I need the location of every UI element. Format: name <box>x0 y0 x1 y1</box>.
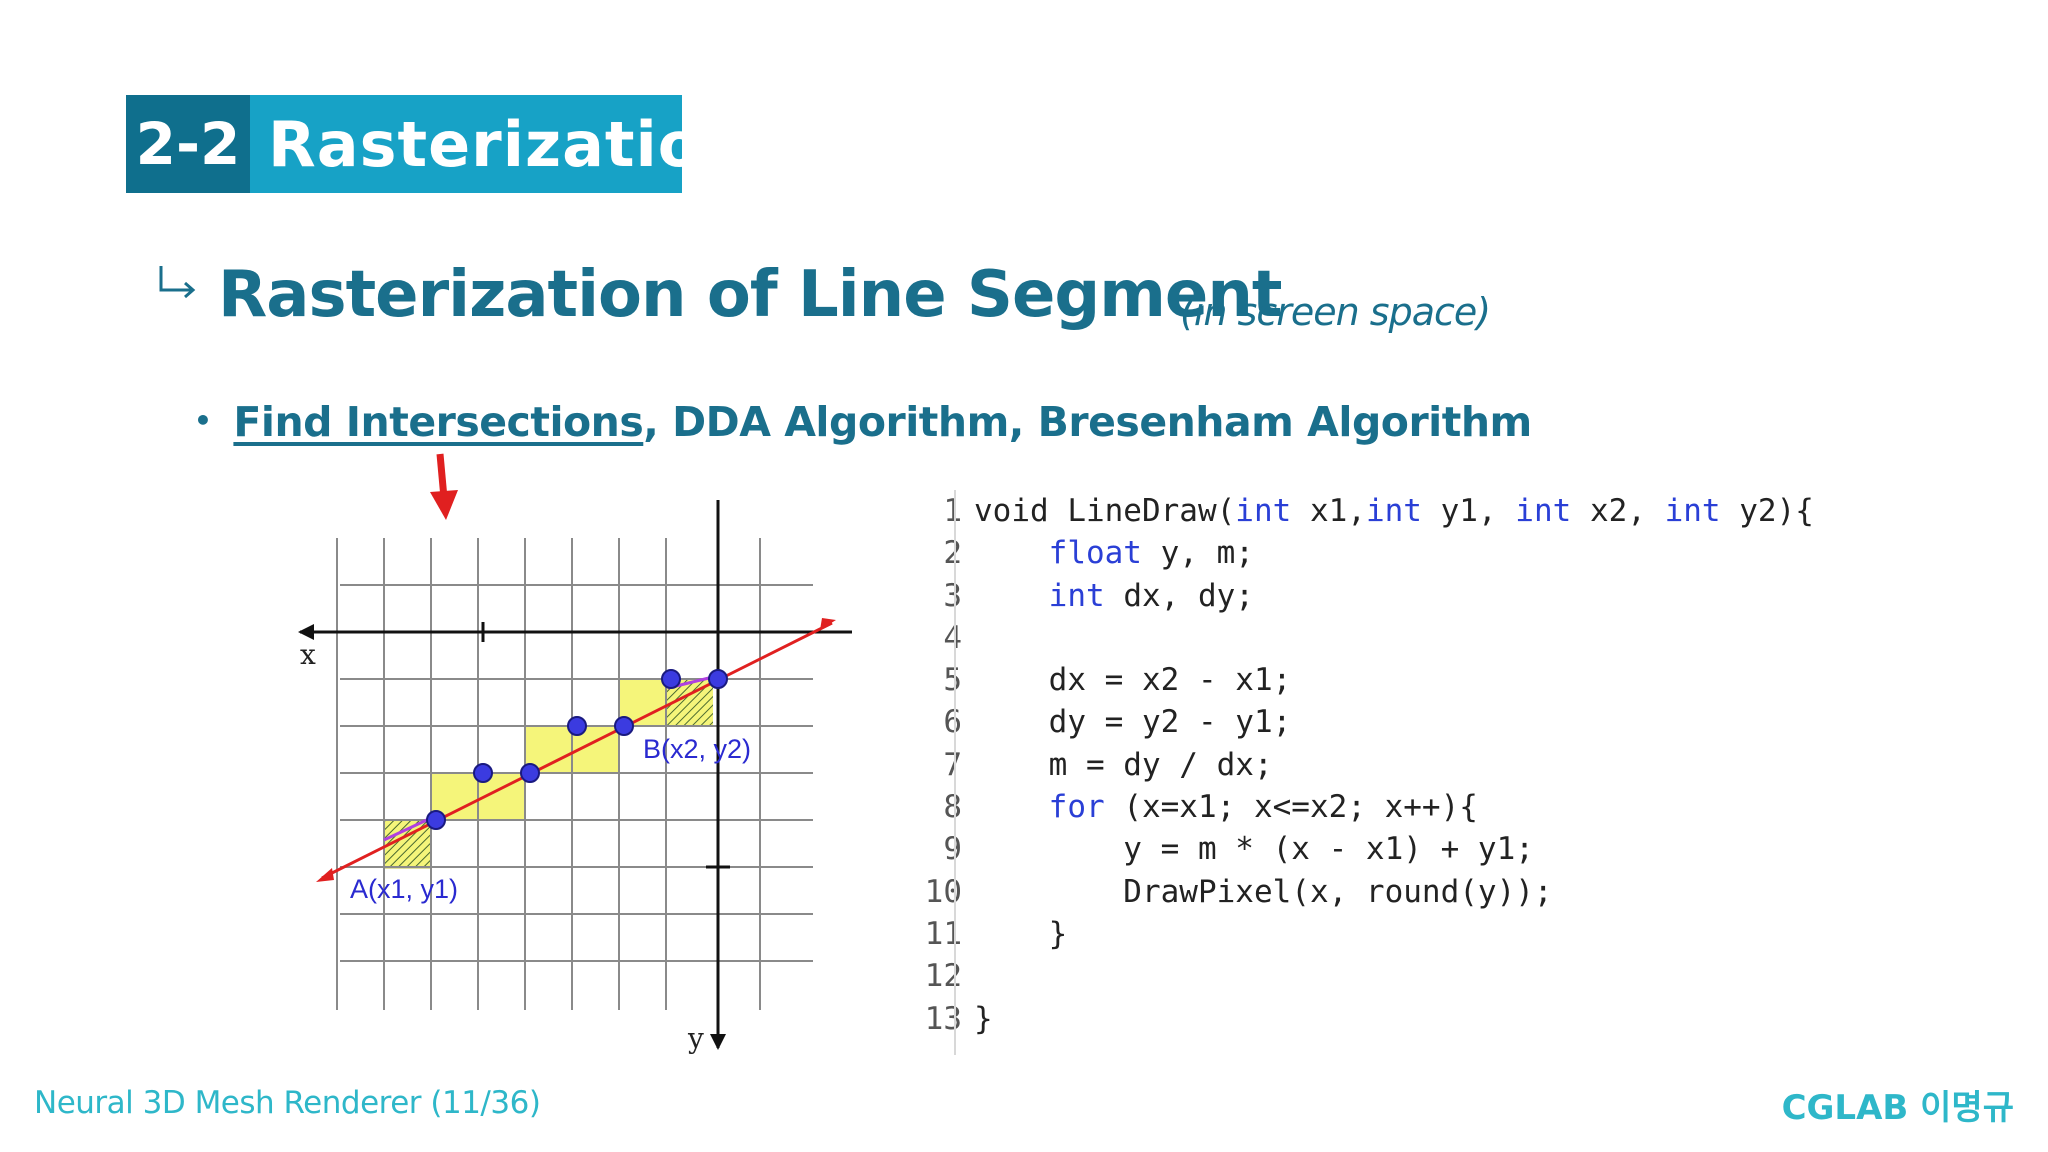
code-line: float y, m; <box>1048 535 1254 572</box>
bullet-dot: • <box>194 404 212 437</box>
code-gutter-divider <box>954 490 956 1055</box>
line-numbers: 1 2 3 4 5 6 7 8 9 10 11 12 13 <box>870 490 962 1040</box>
code-line: void LineDraw(int x1,int y1, int x2, int… <box>974 493 1814 529</box>
footer-presentation-title: Neural 3D Mesh Renderer (11/36) <box>34 1085 541 1121</box>
x-axis-arrow-icon <box>298 624 314 640</box>
line-number: 3 <box>943 577 962 614</box>
line-number: 8 <box>943 789 962 826</box>
code-line: for (x=x1; x<=x2; x++){ <box>1048 789 1478 826</box>
line-end-arrow-icon <box>820 618 836 630</box>
y-axis-label: y <box>687 1022 704 1055</box>
bullet-rest-text: , DDA Algorithm, Bresenham Algorithm <box>643 398 1532 446</box>
section-number: 2-2 <box>126 95 250 193</box>
footer-author: CGLAB 이명규 <box>1781 1088 2014 1128</box>
code-line <box>974 955 1814 997</box>
code-line <box>974 617 1814 659</box>
pointer-arrow-icon <box>430 453 458 520</box>
point-b-label: B(x2, y2) <box>643 734 751 764</box>
bullet-item: • Find Intersections, DDA Algorithm, Bres… <box>194 398 1532 446</box>
line-number: 10 <box>924 873 962 910</box>
line-number: 12 <box>924 958 962 995</box>
code-listing: 1 2 3 4 5 6 7 8 9 10 11 12 13 void LineD… <box>870 490 1880 1055</box>
sub-segment-a <box>383 816 432 842</box>
y-axis-arrow-icon <box>710 1034 726 1050</box>
code-line: dy = y2 - y1; <box>974 704 1292 741</box>
line-number: 9 <box>943 831 962 868</box>
pixel-grid <box>336 538 813 1010</box>
line-number: 5 <box>943 662 962 699</box>
line-raster-figure: x y A(x1, y1) B(x2, y2) <box>298 453 852 1055</box>
line-number: 4 <box>943 619 962 656</box>
point-a-label: A(x1, y1) <box>350 874 458 904</box>
section-badge: 2-2 Rasterization <box>126 95 746 193</box>
section-title: Rasterization <box>250 95 746 193</box>
code-line: } <box>974 915 1068 952</box>
code-line: DrawPixel(x, round(y)); <box>974 873 1553 910</box>
line-start-arrow-icon <box>316 868 334 882</box>
line-segment <box>321 621 833 880</box>
slide-heading: Rasterization of Line Segment <box>218 258 1282 332</box>
code-line: y = m * (x - x1) + y1; <box>974 831 1534 868</box>
heading-note: (in screen space) <box>1180 290 1491 334</box>
code-line: int dx, dy; <box>1048 577 1254 614</box>
axes <box>300 500 852 1048</box>
line-number: 6 <box>943 704 962 741</box>
code-lines: void LineDraw(int x1,int y1, int x2, int… <box>974 490 1814 1040</box>
line-number: 2 <box>943 535 962 572</box>
line-number: 11 <box>924 915 962 952</box>
line-number: 1 <box>943 493 962 529</box>
find-intersections-link[interactable]: Find Intersections <box>233 398 644 446</box>
code-line: m = dy / dx; <box>974 746 1273 783</box>
intersection-points <box>426 669 728 830</box>
code-line: dx = x2 - x1; <box>974 662 1292 699</box>
code-line: } <box>974 1000 993 1037</box>
line-number: 7 <box>943 746 962 783</box>
sub-arrow-icon <box>159 266 196 299</box>
x-axis-label: x <box>300 638 316 671</box>
line-number: 13 <box>924 1000 962 1037</box>
